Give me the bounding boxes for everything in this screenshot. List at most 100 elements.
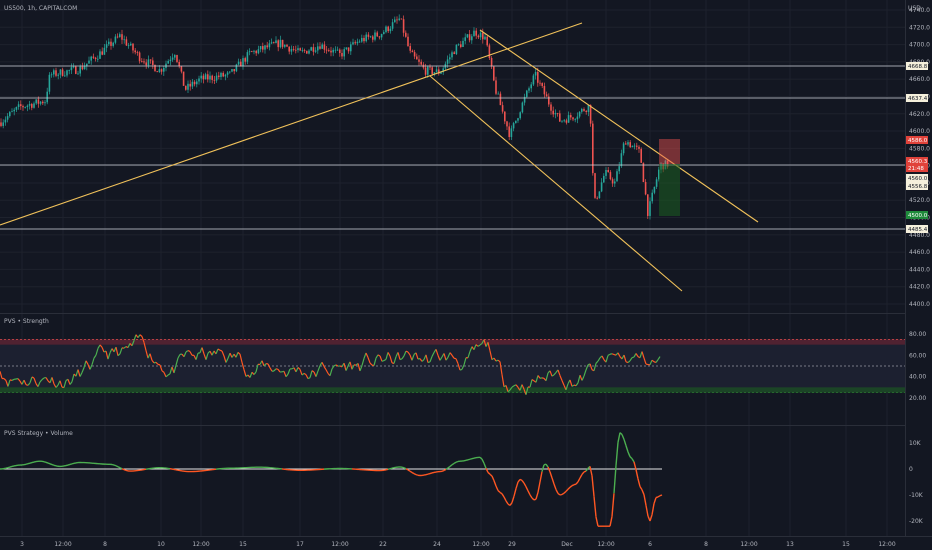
- strength-segment: [459, 368, 463, 371]
- candle-body: [537, 71, 539, 83]
- strength-segment: [237, 351, 241, 355]
- strength-segment: [455, 358, 459, 364]
- candle-body: [464, 37, 466, 41]
- candle-body: [262, 46, 264, 50]
- candle-body: [490, 58, 493, 67]
- candle-body: [314, 50, 317, 52]
- volume-segment: [527, 490, 531, 496]
- strength-segment: [223, 355, 227, 363]
- price-tag: [906, 211, 928, 219]
- candle-body: [424, 67, 427, 75]
- volume-segment: [649, 514, 653, 522]
- volume-pane[interactable]: PVS Strategy • Volume 10K 0 -10K -20K: [0, 425, 924, 527]
- strength-segment: [369, 362, 373, 366]
- candle-body: [583, 109, 585, 111]
- strength-segment: [163, 372, 167, 378]
- volume-segment: [113, 464, 117, 467]
- volume-segment: [653, 497, 657, 504]
- strength-segment: [457, 363, 461, 371]
- volume-axis[interactable]: 10K 0 -10K -20K: [909, 440, 924, 525]
- strength-segment: [225, 358, 229, 363]
- volume-segment: [645, 505, 649, 517]
- strength-segment: [655, 359, 659, 363]
- candle-body: [640, 148, 642, 163]
- strength-segment: [141, 336, 145, 343]
- candle-body: [585, 110, 587, 113]
- volume-segment: [619, 432, 623, 436]
- candle-body: [31, 104, 33, 108]
- price-pane[interactable]: US500, 1h, CAPITALCOM USD 4740.0 4720.0 47…: [0, 5, 930, 308]
- volume-segment: [625, 445, 629, 453]
- strength-segment: [5, 380, 9, 387]
- volume-segment: [465, 459, 469, 462]
- strength-segment: [31, 376, 35, 379]
- strength-segment: [263, 363, 267, 367]
- candle-body: [251, 51, 253, 53]
- candle-body: [163, 67, 165, 72]
- strength-segment: [29, 376, 33, 384]
- take-profit-zone[interactable]: [659, 164, 680, 216]
- trend-line[interactable]: [429, 75, 683, 292]
- strength-segment: [71, 373, 75, 382]
- candle-body: [473, 30, 475, 37]
- candle-body: [493, 66, 495, 81]
- strength-segment: [145, 350, 149, 359]
- candle-body: [416, 56, 418, 60]
- candle-body: [605, 169, 607, 176]
- time-tick-label: 17: [296, 541, 304, 548]
- candle-body: [380, 34, 383, 38]
- strength-segment: [385, 352, 389, 360]
- strength-segment: [585, 364, 589, 371]
- candle-body: [167, 61, 169, 64]
- trend-line[interactable]: [0, 22, 583, 226]
- time-axis[interactable]: 3 12:00 8 10 12:00 15 17 12:00 22 24 12:00 29 Dec 12:…: [20, 541, 896, 548]
- strength-segment: [23, 379, 27, 385]
- price-tag: [906, 94, 928, 102]
- stop-loss-zone[interactable]: [659, 139, 680, 164]
- strength-axis[interactable]: 80.00 60.00 40.00 20.00: [909, 331, 926, 402]
- strength-segment: [461, 364, 465, 370]
- candle-body: [198, 78, 200, 82]
- volume-segment: [387, 468, 391, 470]
- candle-body: [545, 94, 548, 97]
- volume-segment: [497, 489, 501, 493]
- candle-body: [345, 47, 348, 50]
- price-tag: [906, 164, 928, 172]
- strength-segment: [593, 363, 597, 371]
- candle-body: [614, 181, 616, 184]
- candle-body: [61, 69, 64, 76]
- strength-pane[interactable]: PVS • Strength 80.00 60.00 40.00 20.00: [0, 313, 926, 403]
- position-tool[interactable]: [659, 139, 680, 216]
- volume-segment: [407, 469, 411, 472]
- strength-tick-label: 20.00: [909, 395, 926, 402]
- volume-segment: [555, 489, 559, 494]
- trend-line[interactable]: [479, 29, 759, 223]
- volume-segment: [657, 495, 661, 498]
- candle-body: [174, 55, 176, 58]
- strength-segment: [273, 368, 277, 372]
- strength-segment: [411, 354, 415, 361]
- candle-body: [42, 101, 44, 104]
- volume-segment: [627, 451, 631, 457]
- strength-segment: [365, 352, 369, 358]
- strength-segment: [117, 353, 121, 357]
- candle-body: [191, 81, 194, 87]
- time-tick-label: 6: [648, 541, 652, 548]
- strength-segment: [641, 351, 645, 359]
- volume-segment: [579, 474, 583, 479]
- candle-body: [108, 41, 110, 45]
- volume-segment: [545, 463, 549, 468]
- candle-body: [499, 93, 502, 106]
- volume-segment: [485, 467, 489, 473]
- price-tick-label: 4620.0: [909, 111, 930, 118]
- volume-segment: [425, 473, 429, 476]
- candle-body: [356, 41, 359, 44]
- candle-body: [352, 42, 354, 45]
- candle-body: [143, 61, 145, 63]
- candle-body: [471, 36, 473, 41]
- volume-segment: [471, 457, 475, 460]
- candle-body: [224, 74, 227, 77]
- volume-segment: [69, 463, 73, 466]
- strength-segment: [405, 350, 409, 353]
